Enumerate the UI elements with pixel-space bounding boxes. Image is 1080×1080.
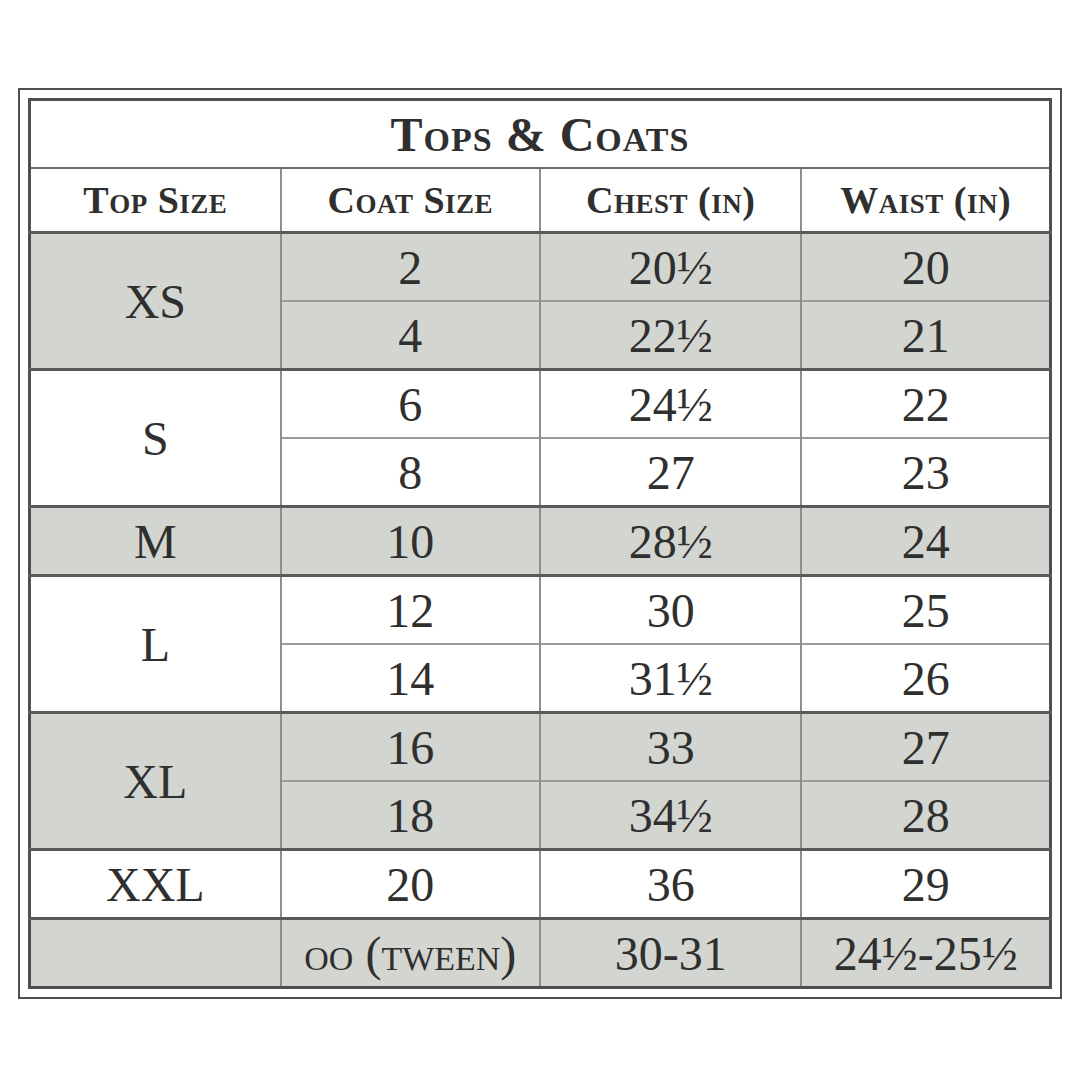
waist-cell: 26: [801, 644, 1050, 713]
top-size-cell: M: [30, 507, 281, 576]
chest-cell: 20½: [540, 233, 801, 302]
waist-cell: 24: [801, 507, 1050, 576]
waist-cell: 29: [801, 850, 1050, 919]
coat-size-cell: 16: [281, 713, 540, 782]
waist-cell: 24½-25½: [801, 919, 1050, 988]
chart-outer-frame: Tops & Coats Top Size Coat Size Chest (i…: [18, 88, 1062, 999]
coat-size-cell: 20: [281, 850, 540, 919]
size-chart-page: Tops & Coats Top Size Coat Size Chest (i…: [0, 0, 1080, 1080]
chest-cell: 27: [540, 438, 801, 507]
size-row: oo (tween)30-3124½-25½: [30, 919, 1051, 988]
size-row: M1028½24: [30, 507, 1051, 576]
coat-size-cell: 14: [281, 644, 540, 713]
top-size-cell: [30, 919, 281, 988]
coat-size-cell: 10: [281, 507, 540, 576]
coat-size-cell: 2: [281, 233, 540, 302]
size-row: XS220½20: [30, 233, 1051, 302]
waist-cell: 28: [801, 781, 1050, 850]
coat-size-cell: 12: [281, 576, 540, 645]
waist-cell: 21: [801, 301, 1050, 370]
waist-cell: 22: [801, 370, 1050, 439]
top-size-cell: XL: [30, 713, 281, 850]
chest-cell: 28½: [540, 507, 801, 576]
top-size-cell: XXL: [30, 850, 281, 919]
col-header-waist: Waist (in): [801, 168, 1050, 233]
column-header-row: Top Size Coat Size Chest (in) Waist (in): [30, 168, 1051, 233]
size-chart-table: Tops & Coats Top Size Coat Size Chest (i…: [28, 98, 1052, 989]
size-row: L123025: [30, 576, 1051, 645]
chest-cell: 30-31: [540, 919, 801, 988]
size-row: XL163327: [30, 713, 1051, 782]
size-row: S624½22: [30, 370, 1051, 439]
coat-size-cell: 6: [281, 370, 540, 439]
chest-cell: 24½: [540, 370, 801, 439]
waist-cell: 25: [801, 576, 1050, 645]
chest-cell: 36: [540, 850, 801, 919]
waist-cell: 27: [801, 713, 1050, 782]
waist-cell: 23: [801, 438, 1050, 507]
col-header-top-size: Top Size: [30, 168, 281, 233]
chest-cell: 34½: [540, 781, 801, 850]
col-header-chest: Chest (in): [540, 168, 801, 233]
coat-size-cell: 8: [281, 438, 540, 507]
size-row: XXL203629: [30, 850, 1051, 919]
chest-cell: 30: [540, 576, 801, 645]
top-size-cell: XS: [30, 233, 281, 370]
chart-title: Tops & Coats: [30, 100, 1051, 169]
coat-size-cell: 4: [281, 301, 540, 370]
top-size-cell: L: [30, 576, 281, 713]
coat-size-cell: oo (tween): [281, 919, 540, 988]
chest-cell: 33: [540, 713, 801, 782]
waist-cell: 20: [801, 233, 1050, 302]
col-header-coat-size: Coat Size: [281, 168, 540, 233]
size-chart-body: XS220½20422½21S624½2282723M1028½24L12302…: [30, 233, 1051, 988]
chest-cell: 22½: [540, 301, 801, 370]
title-row: Tops & Coats: [30, 100, 1051, 169]
chest-cell: 31½: [540, 644, 801, 713]
coat-size-cell: 18: [281, 781, 540, 850]
top-size-cell: S: [30, 370, 281, 507]
